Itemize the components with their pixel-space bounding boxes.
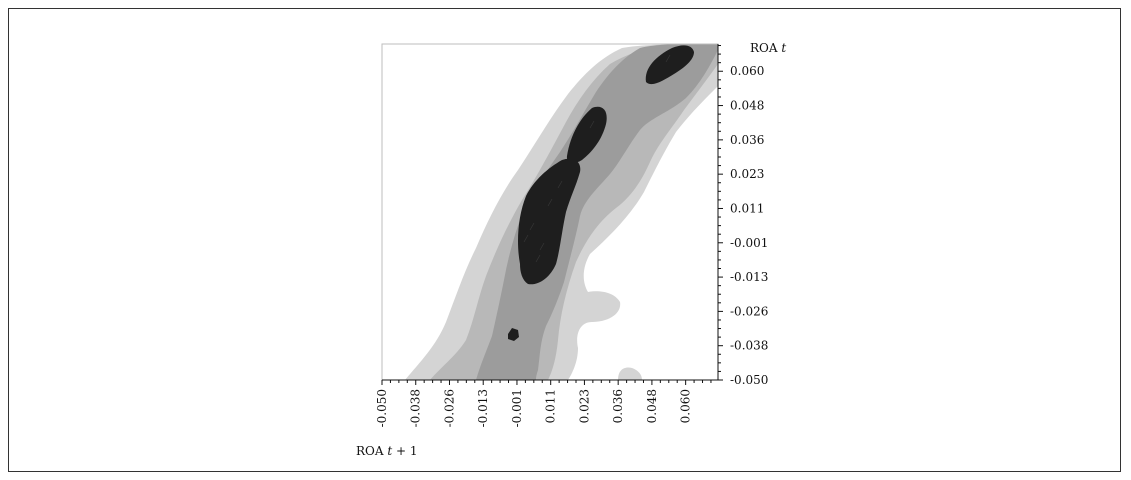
- y-tick-label: 0.048: [730, 99, 764, 113]
- density-core-4: [508, 328, 519, 341]
- x-axis-minor-ticks: [381, 380, 712, 385]
- x-axis-title: ROA t + 1: [356, 444, 418, 458]
- y-tick-label: -0.050: [730, 373, 768, 387]
- x-tick-label: -0.013: [476, 389, 490, 427]
- core-texture-stroke: [547, 198, 553, 207]
- y-tick-label: -0.013: [730, 270, 768, 284]
- y-axis-tick-labels: -0.050 -0.038 -0.026 -0.013 -0.001 0.011 0.023…: [730, 64, 768, 387]
- density-level-3: [476, 44, 718, 380]
- core-texture-stroke: [529, 222, 535, 231]
- y-tick-label: -0.038: [730, 339, 768, 353]
- core-texture-stroke: [539, 242, 545, 251]
- x-tick-label: 0.023: [577, 389, 591, 423]
- density-core-texture: [523, 54, 671, 263]
- x-axis-tick-labels: -0.050 -0.038 -0.026 -0.013 -0.001 0.011 0.023…: [375, 389, 693, 427]
- y-tick-label: -0.001: [730, 236, 768, 250]
- y-tick-label: 0.060: [730, 64, 764, 78]
- core-texture-stroke: [589, 120, 595, 129]
- y-tick-label: 0.036: [730, 133, 764, 147]
- x-tick-label: -0.038: [409, 389, 423, 427]
- x-tick-label: 0.060: [679, 389, 693, 423]
- x-tick-label: -0.026: [442, 389, 456, 427]
- x-tick-label: 0.011: [544, 389, 558, 423]
- core-texture-stroke: [665, 54, 671, 63]
- core-texture-stroke: [557, 180, 563, 189]
- y-tick-label: 0.023: [730, 167, 764, 181]
- x-tick-label: 0.048: [645, 389, 659, 423]
- x-tick-label: 0.036: [611, 389, 625, 423]
- x-tick-label: -0.050: [375, 389, 389, 427]
- x-tick-label: -0.001: [510, 389, 524, 427]
- density-contours: [405, 44, 718, 380]
- density-level-1-blob: [618, 367, 642, 380]
- core-texture-stroke: [535, 254, 541, 263]
- y-tick-label: 0.011: [730, 201, 764, 215]
- density-core-3: [518, 158, 581, 285]
- core-texture-stroke: [523, 234, 529, 243]
- y-axis-minor-ticks: [718, 45, 723, 381]
- y-tick-label: -0.026: [730, 304, 768, 318]
- density-core-2: [566, 106, 607, 164]
- density-core-1: [645, 45, 694, 85]
- y-axis-title: ROA t: [750, 41, 786, 55]
